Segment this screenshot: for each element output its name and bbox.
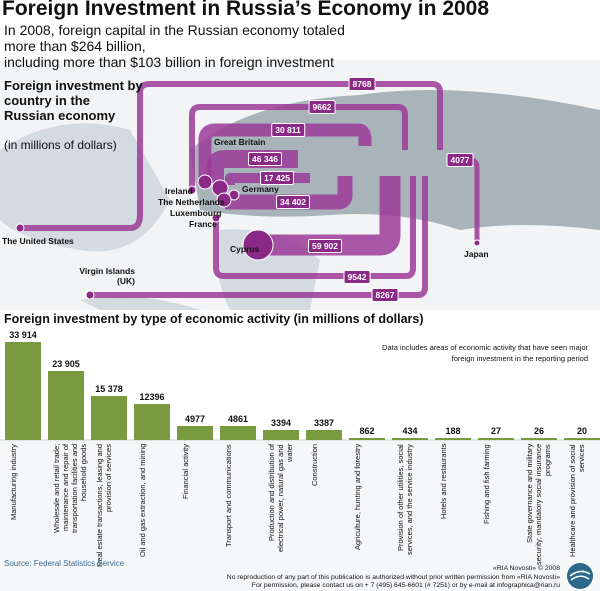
category-label: Construction	[310, 444, 319, 487]
flow-value: 30 811	[271, 123, 305, 137]
bar-value-label: 4977	[184, 413, 206, 424]
flow-value: 17 425	[260, 171, 294, 185]
category-label: Financial activity	[181, 444, 190, 500]
bar-value-label: 15 378	[95, 383, 123, 394]
country-label: Great Britain	[214, 137, 266, 147]
ria-novosti-logo	[567, 563, 593, 589]
bar	[392, 438, 428, 440]
flow-value: 34 402	[276, 195, 310, 209]
flow-value: 59 902	[308, 239, 342, 253]
flow-virgin-islands	[90, 176, 428, 298]
category-label: Healthcare and provision of social servi…	[568, 444, 586, 557]
subtitle-line: In 2008, foreign capital in the Russian …	[4, 22, 345, 38]
bar-value-label: 33 914	[9, 330, 37, 340]
copyright-block: «RIA Novosti» © 2008 No reproduction of …	[227, 565, 560, 591]
country-label: Germany	[242, 184, 279, 194]
bar	[564, 438, 600, 440]
map-title: Foreign investment by country in the Rus…	[4, 78, 143, 123]
dot-japan	[473, 239, 481, 247]
flow-ireland	[189, 104, 408, 190]
bar-value-label: 12396	[139, 392, 165, 403]
category-label: Agriculture, hunting and forestry	[353, 444, 362, 551]
country-label: France	[189, 219, 217, 229]
bar-value-label: 434	[402, 426, 418, 436]
dot-us	[15, 223, 25, 233]
bar	[521, 438, 557, 440]
dot-great-britain	[197, 174, 213, 190]
bar	[349, 437, 385, 440]
country-label: Virgin Islands (UK)	[79, 266, 135, 286]
dot-virgin-islands	[85, 290, 95, 300]
flow-netherlands	[206, 150, 298, 183]
flow-value: 46 346	[248, 152, 282, 166]
dot-cyprus	[242, 229, 274, 261]
bar-value-label: 862	[359, 425, 375, 436]
bar	[478, 438, 514, 440]
bar	[134, 404, 170, 440]
dot-luxembourg	[216, 192, 232, 208]
country-label: The United States	[2, 236, 74, 246]
category-label: Fishing and fish farming	[482, 444, 491, 524]
bar	[91, 395, 127, 440]
category-label: Oil and gas extraction, and mining	[138, 444, 147, 558]
bar-value-label: 23 905	[52, 358, 80, 369]
category-label: Production and distribution of electrica…	[267, 444, 294, 552]
category-label: Transport and communications	[224, 444, 233, 547]
country-label: The Netherlands	[158, 197, 225, 207]
flow-us	[20, 81, 443, 231]
country-label: Cyprus	[230, 244, 260, 254]
bar-value-label: 188	[445, 426, 461, 436]
rights-notice: No reproduction of any part of this publ…	[226, 573, 560, 581]
category-label: Hotels and restaurants	[439, 444, 448, 520]
category-label: Provision of other utilities, social ser…	[396, 444, 414, 555]
flow-luxembourg	[225, 176, 353, 210]
flow-value: 9542	[343, 270, 371, 284]
flow-france	[213, 176, 416, 279]
source: Source: Federal Statistics Service	[4, 559, 125, 568]
category-label: Wholesale and retail trade; maintenance …	[52, 444, 88, 534]
bar-value-label: 26	[533, 426, 544, 436]
category-label: Real estate transactions, leasing and pr…	[95, 444, 113, 567]
country-label: Japan	[464, 249, 489, 259]
bar	[306, 430, 342, 440]
continent-north-america	[0, 123, 170, 252]
bar	[435, 438, 471, 440]
contact: For permission, please contact us on + 7…	[251, 582, 560, 589]
flow-value: 9662	[308, 100, 336, 114]
chart-note: Data includes areas of economic activity…	[382, 343, 588, 363]
bar	[220, 425, 256, 440]
subtitle-line: including more than $103 billion in fore…	[4, 54, 334, 70]
flow-cyprus	[258, 176, 401, 256]
bar	[177, 425, 213, 440]
chart-title: Foreign investment by type of economic a…	[4, 312, 424, 326]
flow-value: 4077	[446, 153, 474, 167]
category-label: State governance and military security; …	[525, 444, 552, 566]
country-label: Luxembourg	[170, 208, 222, 218]
country-label: Ireland	[165, 186, 193, 196]
bar-value-label: 3387	[313, 418, 335, 429]
category-label: Manufacturing industry	[9, 444, 18, 520]
subtitle-line: more than $264 billion,	[4, 38, 146, 54]
bar-value-label: 27	[490, 426, 501, 436]
bar-value-label: 3394	[270, 418, 292, 429]
bar	[5, 342, 41, 440]
bar	[263, 430, 299, 440]
continent-south-america	[80, 296, 200, 310]
flow-value: 8768	[348, 77, 376, 91]
flow-value: 8267	[371, 288, 399, 302]
dot-ireland	[187, 185, 197, 195]
dot-france	[211, 213, 221, 223]
bar	[48, 370, 84, 440]
bar-value-label: 4861	[227, 413, 249, 424]
bar-value-label: 20	[576, 426, 587, 436]
map-units: (in millions of dollars)	[4, 138, 117, 152]
page-title: Foreign Investment in Russia’s Economy i…	[2, 0, 490, 20]
copyright: «RIA Novosti» © 2008	[493, 565, 560, 572]
